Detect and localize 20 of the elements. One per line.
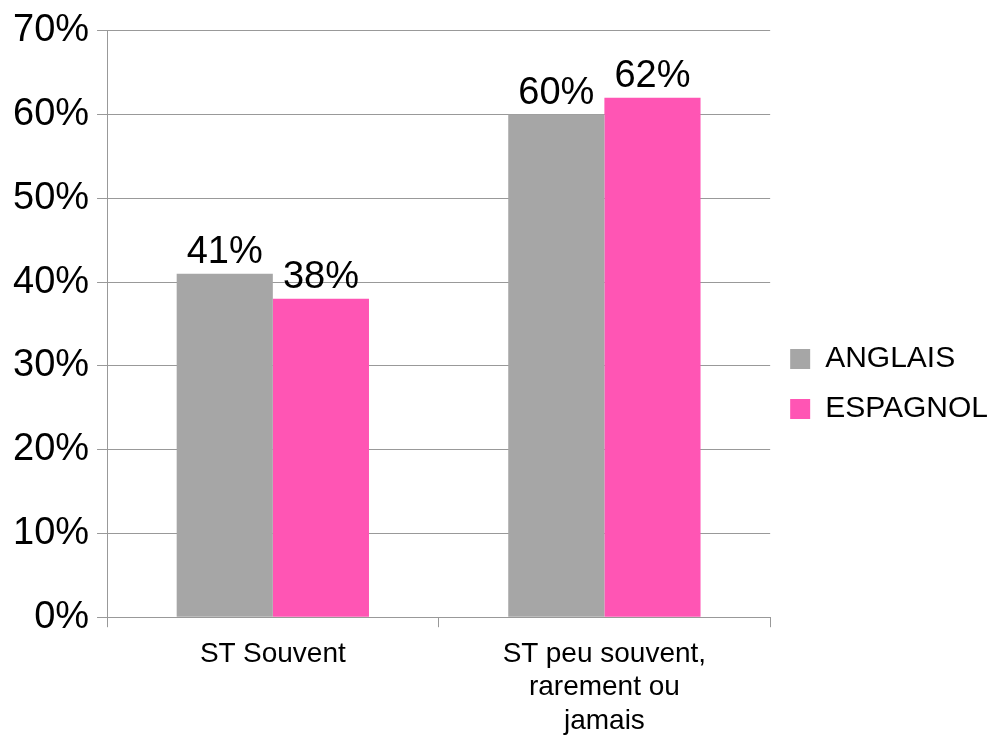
y-tick-label: 10% xyxy=(12,509,90,552)
y-tick-label: 40% xyxy=(12,258,90,301)
x-tick-label: ST Souvent xyxy=(199,636,346,668)
bar xyxy=(272,298,369,617)
x-tick-label: ST peu souvent, rarement ou jamais xyxy=(502,636,707,735)
y-tick-label: 20% xyxy=(12,426,90,469)
y-tick-label: 50% xyxy=(12,174,90,217)
data-label: 41% xyxy=(186,229,263,272)
data-label: 38% xyxy=(282,254,359,297)
data-label: 60% xyxy=(518,70,595,113)
bar xyxy=(604,97,701,617)
y-tick-label: 0% xyxy=(34,593,90,636)
legend-label: ESPAGNOL xyxy=(825,390,989,424)
legend-label: ANGLAIS xyxy=(825,340,956,374)
y-tick-label: 30% xyxy=(12,342,90,385)
bar xyxy=(508,114,605,617)
y-tick-label: 70% xyxy=(12,7,90,50)
data-label: 62% xyxy=(614,53,691,96)
y-tick-label: 60% xyxy=(12,91,90,134)
bar xyxy=(176,273,273,617)
